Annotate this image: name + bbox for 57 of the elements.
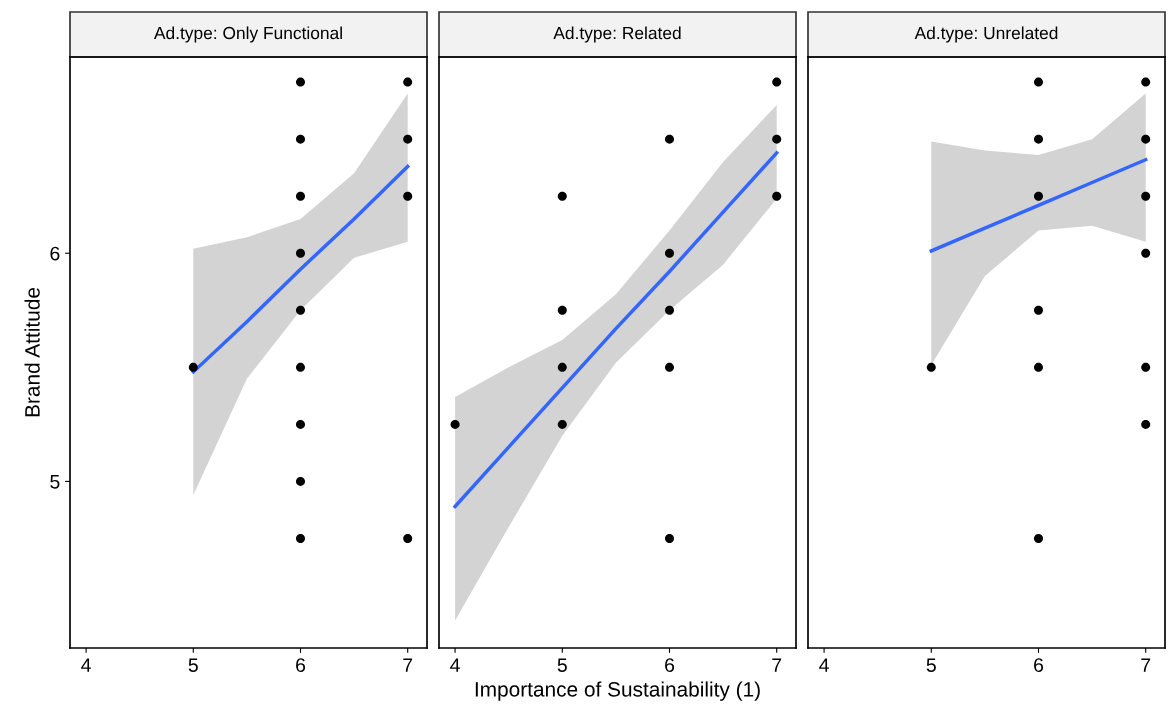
- point: [557, 305, 567, 315]
- x-tick-label: 7: [1141, 658, 1151, 672]
- point: [296, 134, 305, 144]
- chart-title: Ad.type: Unrelated: [914, 26, 1058, 43]
- point: [188, 362, 198, 372]
- point: [926, 362, 936, 372]
- x-tick-label: 7: [403, 658, 413, 672]
- point: [1141, 362, 1151, 372]
- point: [665, 362, 674, 372]
- chart-title: Ad.type: Related: [553, 26, 681, 43]
- point: [557, 419, 567, 429]
- point: [665, 533, 674, 543]
- point: [665, 134, 674, 144]
- point: [665, 248, 674, 258]
- point: [1034, 362, 1043, 372]
- x-tick-label: 4: [450, 658, 460, 672]
- point: [1034, 305, 1043, 315]
- point: [296, 362, 305, 372]
- chart-title: Ad.type: Only Functional: [153, 26, 342, 43]
- point: [1141, 419, 1151, 429]
- point: [772, 134, 782, 144]
- point: [296, 248, 305, 258]
- point: [1034, 134, 1043, 144]
- point: [403, 191, 413, 201]
- x-tick-label: 6: [665, 658, 675, 672]
- point: [665, 305, 674, 315]
- point: [296, 533, 305, 543]
- x-tick-label: 5: [557, 658, 567, 672]
- point: [1141, 77, 1151, 87]
- x-tick-label: 5: [188, 658, 198, 672]
- point: [296, 476, 305, 486]
- point: [557, 362, 567, 372]
- point: [1034, 77, 1043, 87]
- x-axis-title: Importance of Sustainability (1): [475, 681, 760, 701]
- point: [772, 191, 782, 201]
- point: [450, 419, 460, 429]
- x-tick-label: 4: [819, 658, 829, 672]
- x-tick-label: 7: [772, 658, 782, 672]
- point: [1034, 533, 1043, 543]
- point: [403, 77, 413, 87]
- point: [296, 419, 305, 429]
- y-axis-title: Brand Attitude: [24, 287, 40, 417]
- point: [403, 533, 413, 543]
- point: [772, 77, 782, 87]
- point: [403, 134, 413, 144]
- x-tick-label: 5: [926, 658, 936, 672]
- point: [1141, 191, 1151, 201]
- point: [296, 77, 305, 87]
- point: [1141, 248, 1151, 258]
- x-tick-label: 6: [296, 658, 306, 672]
- point: [1034, 191, 1043, 201]
- point: [557, 191, 567, 201]
- point: [296, 191, 305, 201]
- x-tick-label: 6: [1034, 658, 1044, 672]
- point: [296, 305, 305, 315]
- x-tick-label: 4: [81, 658, 91, 672]
- point: [1141, 134, 1151, 144]
